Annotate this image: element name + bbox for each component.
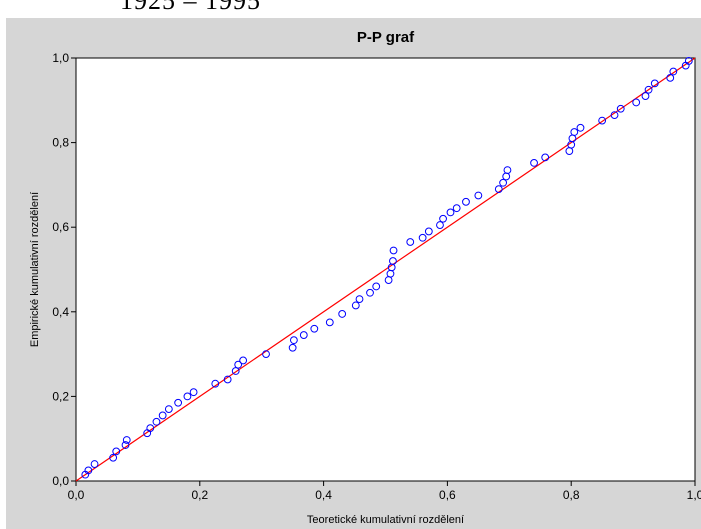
- data-point: [112, 447, 121, 456]
- chart-title: P-P graf: [357, 29, 415, 46]
- data-point: [121, 441, 130, 449]
- reference-line: [75, 57, 696, 482]
- x-tick-label: 0,6: [439, 488, 456, 502]
- data-point: [338, 310, 347, 318]
- data-point: [288, 343, 297, 352]
- data-point: [174, 398, 183, 407]
- data-point: [494, 185, 503, 194]
- data-point: [474, 191, 483, 200]
- data-point: [299, 331, 308, 339]
- data-point: [351, 301, 360, 310]
- data-point: [234, 360, 243, 369]
- y-axis-label: Empirické kumulativní rozdělení: [29, 192, 41, 347]
- data-point: [239, 356, 248, 365]
- data-point: [684, 57, 693, 65]
- data-point: [570, 128, 579, 136]
- data-point: [84, 466, 93, 475]
- data-point: [158, 411, 167, 420]
- data-point: [541, 153, 550, 162]
- data-point: [436, 221, 444, 229]
- x-tick-label: 0,2: [191, 488, 208, 502]
- x-tick-label: 0,8: [563, 488, 580, 502]
- data-point: [289, 336, 298, 345]
- data-point: [644, 85, 653, 94]
- data-point: [418, 233, 427, 242]
- data-point: [530, 159, 538, 167]
- cropped-top-text: 1925 – 1995: [120, 0, 261, 15]
- data-point: [452, 204, 461, 213]
- data-point: [406, 238, 415, 246]
- data-point: [610, 111, 619, 120]
- x-tick-label: 0,0: [68, 488, 85, 502]
- data-point: [632, 98, 641, 107]
- data-point: [164, 405, 173, 413]
- data-point: [189, 388, 198, 397]
- data-point: [325, 318, 334, 327]
- data-point: [146, 424, 155, 433]
- data-point: [462, 197, 470, 206]
- data-point: [650, 79, 659, 88]
- data-point: [152, 417, 161, 426]
- data-point: [439, 214, 447, 223]
- data-point: [424, 227, 433, 236]
- data-point: [262, 350, 270, 359]
- data-point: [211, 379, 220, 388]
- data-point: [641, 92, 650, 100]
- data-point: [355, 295, 364, 304]
- data-point: [183, 392, 192, 401]
- data-point: [616, 104, 625, 113]
- y-ticks: 0,0 0,2 0,4 0,6 0,8 1,0: [52, 51, 76, 488]
- data-point: [90, 460, 99, 468]
- data-point: [223, 375, 232, 384]
- y-tick-label: 1,0: [52, 51, 69, 65]
- y-tick-label: 0,0: [52, 474, 69, 488]
- data-point: [503, 166, 512, 174]
- data-point: [389, 246, 398, 255]
- data-point: [669, 67, 678, 76]
- x-tick-label: 1,0: [687, 488, 701, 502]
- y-tick-label: 0,4: [52, 305, 69, 319]
- x-axis-label: Teoretické kumulativní rozdělení: [307, 514, 464, 526]
- data-point: [499, 178, 508, 187]
- data-points: [81, 57, 693, 479]
- data-point: [372, 282, 381, 291]
- data-point: [122, 436, 131, 444]
- x-tick-label: 0,4: [315, 488, 332, 502]
- data-point: [109, 453, 118, 462]
- data-point: [576, 123, 585, 132]
- data-point: [446, 208, 455, 217]
- x-ticks: 0,0 0,2 0,4 0,6 0,8 1,0: [68, 481, 701, 502]
- y-tick-label: 0,6: [52, 220, 69, 234]
- data-point: [310, 324, 319, 333]
- data-point: [366, 288, 374, 297]
- y-tick-label: 0,2: [52, 389, 69, 403]
- data-point: [666, 73, 675, 82]
- y-tick-label: 0,8: [52, 136, 69, 150]
- data-point: [598, 116, 607, 125]
- data-point: [389, 257, 397, 265]
